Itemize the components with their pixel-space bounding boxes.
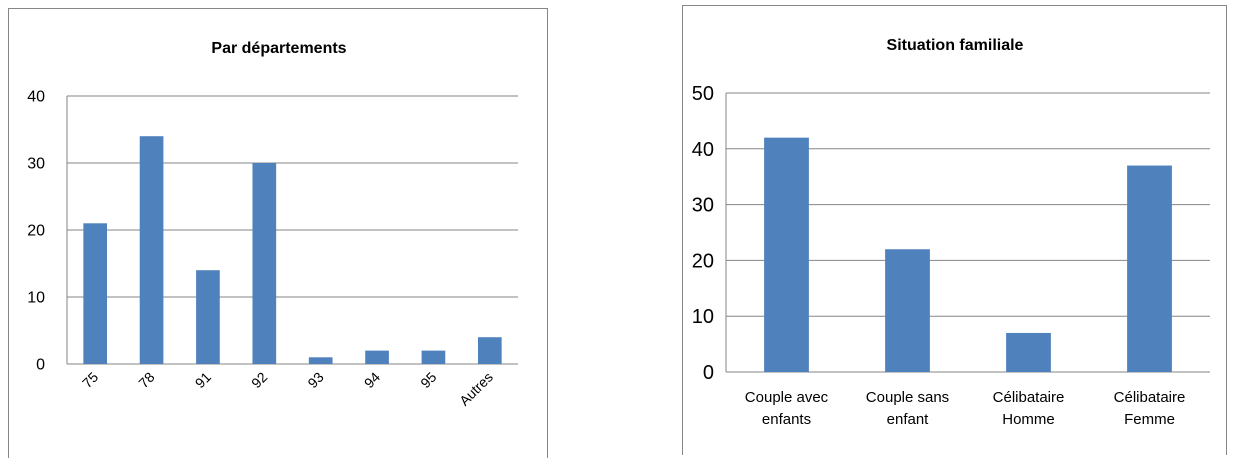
bar	[365, 350, 389, 364]
x-tick-label: Couple avec	[745, 389, 829, 406]
x-tick-label: 92	[248, 369, 270, 391]
bar	[477, 337, 502, 364]
y-tick-label: 20	[692, 250, 714, 272]
y-tick-label: 40	[692, 139, 714, 161]
y-tick-label: 20	[27, 223, 45, 240]
bar	[83, 223, 108, 364]
x-tick-label: enfant	[887, 411, 930, 428]
x-tick-label: 95	[417, 369, 439, 391]
x-tick-label: Célibataire	[993, 389, 1065, 406]
bar	[1127, 165, 1172, 372]
bar	[764, 137, 809, 372]
x-tick-label: Autres	[456, 369, 496, 409]
bar	[252, 163, 277, 364]
x-tick-label: enfants	[762, 411, 811, 428]
x-tick-label: 78	[135, 369, 157, 391]
x-tick-label: Célibataire	[1114, 389, 1186, 406]
bar	[139, 136, 164, 364]
chart-title: Par départements	[211, 40, 346, 57]
y-tick-label: 50	[692, 83, 714, 105]
y-tick-label: 10	[27, 290, 45, 307]
bar	[885, 249, 930, 372]
bar	[1006, 332, 1051, 372]
x-tick-label: Homme	[1002, 411, 1055, 428]
x-tick-label: 93	[304, 369, 326, 391]
bar	[308, 357, 333, 364]
chart-title: Situation familiale	[887, 37, 1024, 54]
y-tick-label: 0	[703, 362, 714, 384]
x-tick-label: 91	[192, 369, 214, 391]
y-tick-label: 40	[27, 89, 45, 106]
chart-panel-departements: Par départements 0 10 20 30 40 75 78 91 92 93 94 95…	[8, 8, 548, 458]
chart-departements: Par départements 0 10 20 30 40 75 78 91 92 93 94 95…	[27, 40, 518, 409]
chart-situation-familiale: Situation familiale 0 10 20 30 40 50 Couple av…	[692, 37, 1210, 428]
chart-panel-situation-familiale: Situation familiale 0 10 20 30 40 50 Couple av…	[682, 5, 1227, 455]
y-tick-label: 30	[27, 156, 45, 173]
bar	[421, 350, 446, 364]
y-tick-label: 10	[692, 306, 714, 328]
y-tick-label: 30	[692, 195, 714, 217]
y-tick-label: 0	[36, 357, 45, 374]
x-tick-label: 75	[79, 369, 101, 391]
x-tick-label: Couple sans	[866, 389, 949, 406]
x-tick-label: 94	[361, 369, 383, 391]
x-tick-label: Femme	[1124, 411, 1175, 428]
bar	[196, 270, 220, 364]
